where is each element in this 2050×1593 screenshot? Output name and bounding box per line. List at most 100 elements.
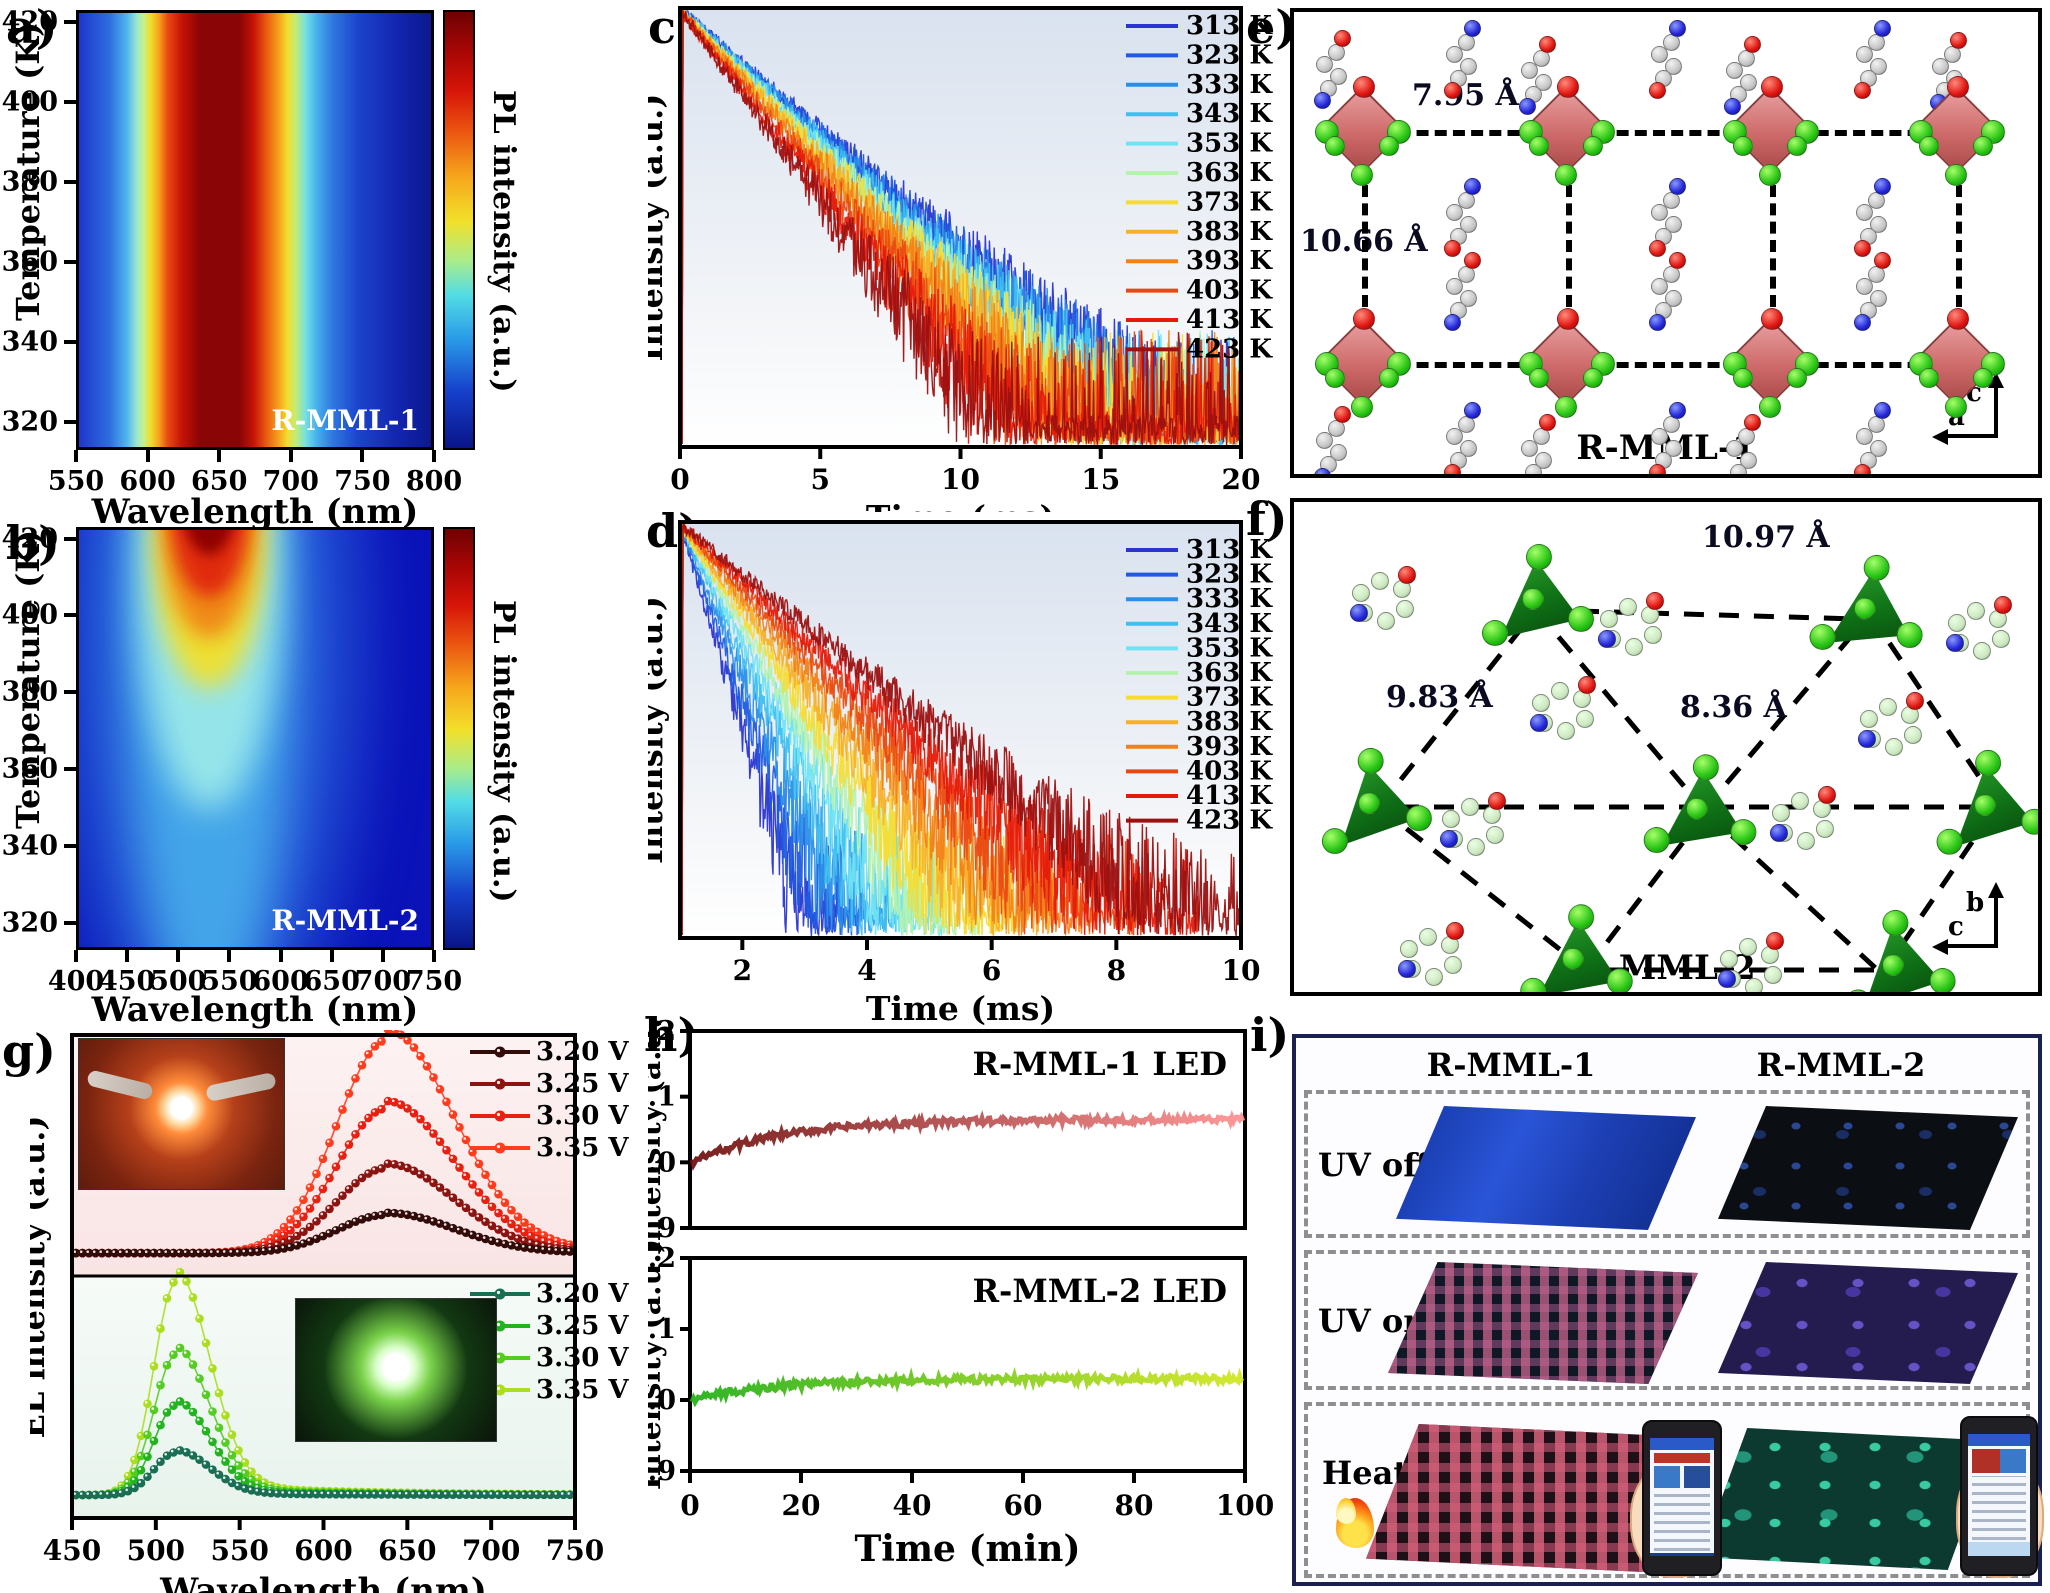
carbon-atom — [1870, 440, 1887, 457]
organic-molecule — [1444, 20, 1490, 99]
y-tick — [64, 340, 76, 344]
carbon-atom — [1521, 440, 1538, 457]
oxygen-atom — [1669, 252, 1686, 269]
x-tick — [145, 450, 150, 462]
halide-atom — [2020, 807, 2038, 836]
carbon-atom — [1486, 825, 1505, 844]
manganese-halide-tetrahedron — [1935, 749, 2038, 856]
svg-text:403 K: 403 K — [1186, 756, 1273, 786]
organic-molecule — [1314, 406, 1360, 474]
nitrogen-atom — [1874, 178, 1891, 195]
lead-halide-octahedron — [1909, 308, 2005, 418]
y-tick-label: 400 — [1, 599, 58, 631]
f-distance-top: 10.97 Å — [1702, 520, 1830, 555]
svg-text:1.0: 1.0 — [648, 1385, 676, 1416]
x-tick — [74, 450, 78, 462]
carbon-atom — [1726, 440, 1743, 457]
svg-text:3.20 V: 3.20 V — [536, 1279, 629, 1309]
svg-text:0.9: 0.9 — [648, 1213, 676, 1244]
i-phone-right — [1960, 1416, 2038, 1576]
y-tick — [64, 536, 76, 541]
carbon-atom — [1719, 950, 1738, 969]
organic-molecule — [1724, 414, 1770, 474]
x-tick — [432, 950, 436, 962]
carbon-atom — [1535, 74, 1552, 91]
oxygen-atom — [1854, 82, 1871, 99]
carbon-atom — [1460, 58, 1477, 75]
nitrogen-atom — [1649, 314, 1666, 331]
carbon-atom — [1461, 798, 1480, 817]
halide-atom — [1351, 396, 1373, 418]
svg-text:313 K: 313 K — [1186, 11, 1273, 41]
carbon-atom — [1644, 625, 1663, 644]
i-row-uv-on: UV on — [1304, 1250, 2030, 1390]
panel-letter-i: i) — [1250, 1008, 1290, 1062]
x-tick — [217, 450, 222, 462]
f-distance-left: 9.83 Å — [1386, 680, 1493, 715]
svg-text:700: 700 — [462, 1534, 520, 1567]
e-distance-horizontal: 7.95 Å — [1412, 78, 1519, 113]
svg-text:Wavelength (nm): Wavelength (nm) — [159, 1571, 487, 1593]
halide-atom — [1482, 620, 1508, 646]
oxygen-atom — [1744, 414, 1761, 431]
g-green-led-photo — [295, 1298, 497, 1442]
i-anticounterfeiting-demo: R-MML-1 R-MML-2 UV off UV on Heat — [1292, 1034, 2044, 1586]
oxygen-atom — [1444, 464, 1461, 474]
b-sample-label: R-MML-2 — [271, 904, 419, 937]
x-tick — [176, 950, 181, 962]
organic-molecule — [1724, 36, 1770, 115]
halide-atom — [1522, 588, 1544, 610]
nitrogen-atom — [1724, 98, 1741, 115]
oxygen-atom — [1854, 240, 1871, 257]
y-tick — [64, 260, 76, 264]
carbon-atom — [1651, 46, 1668, 63]
svg-text:20: 20 — [1222, 463, 1261, 496]
organic-ring-molecule — [1346, 564, 1418, 636]
carbon-atom — [1879, 698, 1898, 717]
carbon-atom — [1764, 965, 1783, 984]
manganese-halide-tetrahedron — [1482, 544, 1594, 646]
nitrogen-atom — [1464, 178, 1481, 195]
manganese-halide-tetrahedron — [1642, 753, 1758, 860]
oxygen-atom — [1649, 82, 1666, 99]
carbon-atom — [1771, 804, 1790, 823]
i-film-uvon-rmml1 — [1388, 1262, 1698, 1384]
carbon-atom — [1665, 440, 1682, 457]
halide-atom — [1973, 368, 1993, 388]
carbon-atom — [1665, 58, 1682, 75]
svg-text:R-MML-1 LED: R-MML-1 LED — [972, 1045, 1227, 1083]
svg-text:0.9: 0.9 — [648, 1456, 676, 1487]
svg-text:0: 0 — [670, 463, 689, 496]
oxygen-atom — [1854, 464, 1871, 474]
lead-halide-octahedron — [1519, 76, 1615, 186]
y-tick — [64, 690, 76, 695]
svg-text:Time (ms): Time (ms) — [866, 498, 1055, 512]
oxygen-atom — [1950, 32, 1967, 49]
lead-halide-octahedron — [1723, 308, 1819, 418]
organic-molecule — [1854, 252, 1900, 331]
halide-atom — [1387, 120, 1411, 144]
x-tick — [380, 950, 385, 962]
carbon-atom — [1740, 452, 1757, 469]
y-tick — [64, 100, 76, 104]
halide-atom — [1945, 164, 1967, 186]
i-column-header-1: R-MML-1 — [1426, 1046, 1596, 1084]
svg-text:Intensity (a.u.): Intensity (a.u.) — [648, 1018, 668, 1255]
svg-text:383 K: 383 K — [1186, 217, 1273, 247]
b-colorbar — [443, 527, 475, 950]
x-tick-label: 500 — [150, 966, 207, 997]
svg-text:100: 100 — [1216, 1489, 1274, 1522]
carbon-atom — [1665, 290, 1682, 307]
svg-text:1.2: 1.2 — [648, 1243, 676, 1274]
nitrogen-atom — [1530, 714, 1548, 732]
svg-text:650: 650 — [378, 1534, 436, 1567]
i-film-uvon-rmml2 — [1718, 1262, 2018, 1384]
nitrogen-atom — [1598, 630, 1616, 648]
carbon-atom — [1651, 204, 1668, 221]
b-heatmap: R-MML-2 — [76, 527, 434, 950]
carbon-atom — [1576, 709, 1595, 728]
i-film-uvoff-rmml1 — [1396, 1106, 1696, 1230]
x-tick-label: 550 — [47, 466, 105, 497]
x-tick-label: 800 — [405, 466, 463, 497]
